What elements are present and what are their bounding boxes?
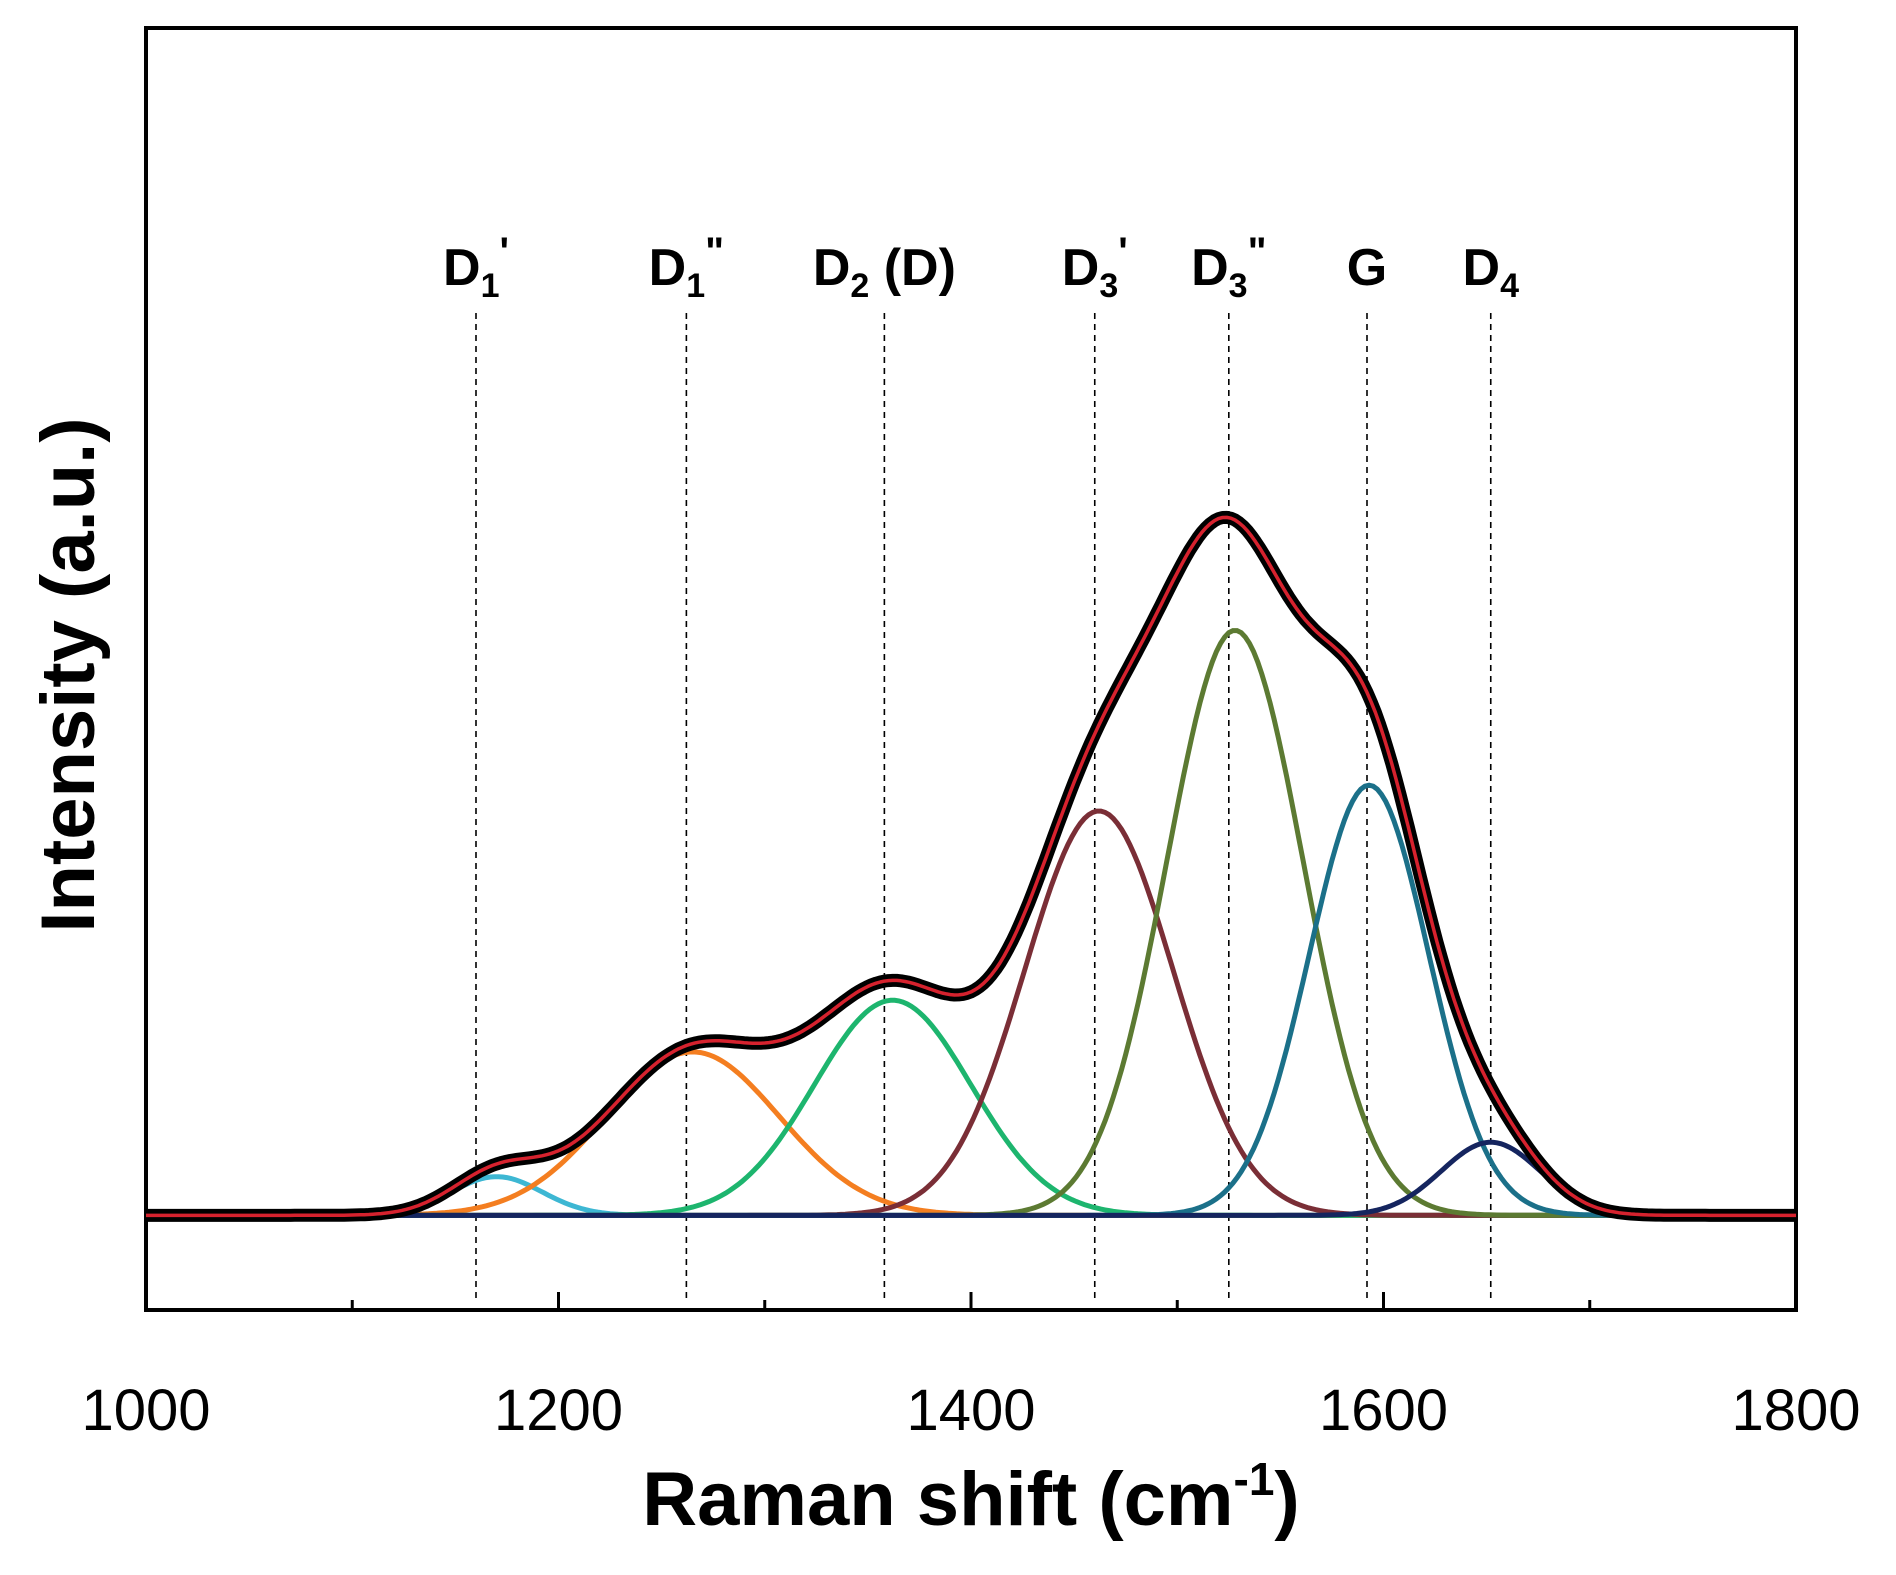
- peak-guide-lines: [475, 313, 1492, 1300]
- component-curves: [156, 628, 1786, 1218]
- peak-label-base: D: [443, 239, 481, 297]
- peak-label-base: D: [1191, 239, 1229, 297]
- y-axis-title: Intensity (a.u.): [26, 417, 111, 932]
- peak-label-mark: ": [1248, 230, 1267, 274]
- peak-label-d3pp: D3": [1191, 230, 1266, 305]
- peak-label-subscript: 1: [481, 267, 500, 305]
- peak-label-subscript: 4: [1500, 267, 1519, 305]
- x-tick-label: 1000: [81, 1378, 210, 1443]
- peak-label-mark: ": [705, 230, 724, 274]
- x-tick-label: 1400: [906, 1378, 1035, 1443]
- peak-label-base: D: [649, 239, 687, 297]
- peak-curve-d4: [156, 1139, 1786, 1218]
- peak-label-g: G: [1347, 239, 1387, 297]
- x-tick-label: 1200: [494, 1378, 623, 1443]
- fit-spectrum: [146, 515, 1796, 1218]
- peak-label-suffix: (D): [869, 239, 956, 297]
- peak-curve-d1pp: [156, 1049, 1786, 1218]
- peak-label-d1pp: D1": [649, 230, 724, 305]
- x-tick-label: 1800: [1731, 1378, 1860, 1443]
- peak-label-d3p: D3': [1062, 230, 1128, 305]
- peak-label-base: G: [1347, 239, 1387, 297]
- peak-curve-g: [156, 782, 1786, 1218]
- peak-label-base: D: [1463, 239, 1501, 297]
- experimental-spectrum: [143, 510, 1799, 1222]
- peak-label-mark: ': [1118, 230, 1128, 274]
- peak-label-mark: ': [499, 230, 509, 274]
- peak-label-subscript: 3: [1099, 267, 1118, 305]
- peak-curve-d2: [156, 997, 1786, 1218]
- x-tick-label: 1600: [1319, 1378, 1448, 1443]
- x-axis-title: Raman shift (cm-1): [642, 1453, 1299, 1542]
- x-axis-ticks: 1000 1200 1400 1600 1800: [81, 1292, 1861, 1443]
- peak-label-d2: D2 (D): [813, 239, 956, 305]
- peak-label-subscript: 3: [1229, 267, 1248, 305]
- x-axis-title-superscript: -1: [1234, 1453, 1275, 1505]
- peak-label-d4: D4: [1463, 239, 1520, 305]
- x-axis-title-close: ): [1274, 1457, 1299, 1542]
- peak-label-subscript: 2: [850, 267, 869, 305]
- peak-label-subscript: 1: [686, 267, 705, 305]
- peak-label-base: D: [813, 239, 851, 297]
- peak-label-d1p: D1': [443, 230, 509, 305]
- peak-label-base: D: [1062, 239, 1100, 297]
- x-axis-title-text: Raman shift (cm: [642, 1457, 1233, 1542]
- spectrum-curves: [143, 510, 1799, 1222]
- peak-labels: D1' D1" D2 (D) D3' D3" G D4: [443, 230, 1519, 305]
